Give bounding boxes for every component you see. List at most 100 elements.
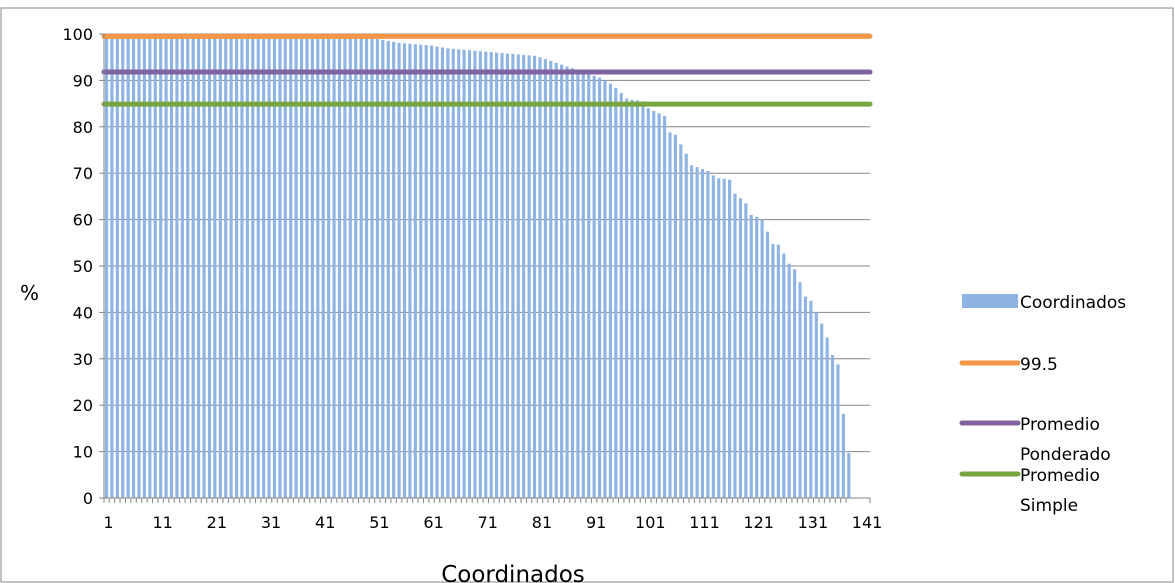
bar: [836, 364, 840, 498]
bar: [408, 43, 412, 499]
bar: [646, 108, 650, 499]
bar: [663, 116, 667, 499]
x-tick-label: 101: [635, 513, 666, 532]
axes: [99, 33, 871, 503]
bar: [240, 34, 244, 499]
bar: [110, 34, 114, 499]
x-tick-label: 81: [532, 513, 552, 532]
bar: [294, 34, 298, 499]
legend-entry: Promedio Ponderado: [959, 415, 1111, 465]
bar: [126, 34, 130, 499]
x-tick-label: 131: [798, 513, 829, 532]
bar: [549, 60, 553, 499]
bar: [776, 244, 780, 498]
x-tick-label: 21: [207, 513, 227, 532]
legend-label: 99.5: [1020, 355, 1058, 375]
y-tick-label: 80: [73, 118, 93, 137]
bar: [495, 52, 499, 499]
x-tick-label: 1: [103, 513, 113, 532]
bar: [435, 46, 439, 498]
bar: [630, 99, 634, 498]
bar: [830, 355, 835, 498]
bar: [424, 45, 428, 499]
x-axis-title: Coordinados: [441, 562, 585, 583]
bar: [728, 179, 732, 499]
bar: [738, 198, 743, 499]
bar: [397, 42, 401, 498]
x-tick-label: 31: [261, 513, 281, 532]
bar: [440, 47, 445, 499]
x-tick-label: 41: [315, 513, 335, 532]
bar: [386, 40, 390, 499]
bar: [370, 37, 374, 499]
bar: [229, 34, 233, 499]
bar: [115, 34, 119, 499]
bar: [478, 51, 482, 498]
y-tick-label: 20: [73, 396, 93, 415]
bar: [413, 44, 417, 498]
reference-lines: [101, 33, 873, 107]
bar: [137, 34, 141, 499]
bar: [316, 34, 320, 499]
x-tick-label: 91: [586, 513, 606, 532]
bar: [787, 263, 791, 498]
y-tick-label: 30: [73, 350, 93, 369]
bar: [278, 34, 282, 499]
y-tick-label: 70: [73, 164, 93, 183]
bar: [159, 34, 163, 499]
bar: [619, 92, 623, 498]
bar: [733, 193, 737, 498]
bar: [142, 34, 146, 499]
x-tick-label: 11: [153, 513, 173, 532]
y-axis-title: %: [20, 281, 39, 305]
y-tick-label: 100: [62, 25, 93, 44]
legend-label: Promedio: [1020, 466, 1100, 486]
bar: [381, 40, 385, 498]
bar: [202, 34, 206, 499]
bar: [511, 53, 515, 499]
bar: [684, 153, 688, 498]
bar: [798, 282, 802, 498]
bar: [587, 73, 591, 499]
bar: [283, 34, 287, 499]
x-tick-label: 61: [423, 513, 443, 532]
bar: [392, 41, 396, 498]
bar: [565, 66, 569, 498]
bar: [516, 54, 520, 498]
bar: [749, 214, 753, 498]
x-tick-label: 111: [689, 513, 720, 532]
bar: [484, 51, 488, 499]
bar: [673, 134, 677, 499]
bar: [554, 62, 558, 498]
legend-label: Coordinados: [1020, 293, 1126, 313]
bar: [543, 59, 547, 498]
bar: [560, 64, 564, 499]
bar: [522, 54, 526, 498]
bar: [538, 57, 542, 498]
bar: [186, 34, 190, 499]
bar: [191, 34, 195, 499]
bar: [814, 312, 818, 498]
bar: [375, 39, 379, 498]
bar: [679, 144, 683, 498]
bar: [711, 175, 715, 498]
bar: [641, 101, 645, 498]
bar: [153, 34, 157, 499]
bar: [652, 111, 656, 499]
bar: [657, 113, 661, 499]
bar: [262, 34, 266, 499]
bar: [169, 34, 174, 499]
bar: [132, 34, 136, 499]
bar: [121, 34, 125, 499]
bar: [457, 49, 461, 498]
bar: [793, 269, 797, 498]
bar: [603, 80, 607, 499]
bar: [332, 34, 336, 499]
bar: [505, 53, 510, 498]
x-tick-label: 141: [852, 513, 883, 532]
bar: [310, 34, 314, 499]
bar: [717, 178, 721, 498]
bar: [527, 55, 531, 499]
legend-entry: Promedio Simple: [959, 466, 1100, 516]
